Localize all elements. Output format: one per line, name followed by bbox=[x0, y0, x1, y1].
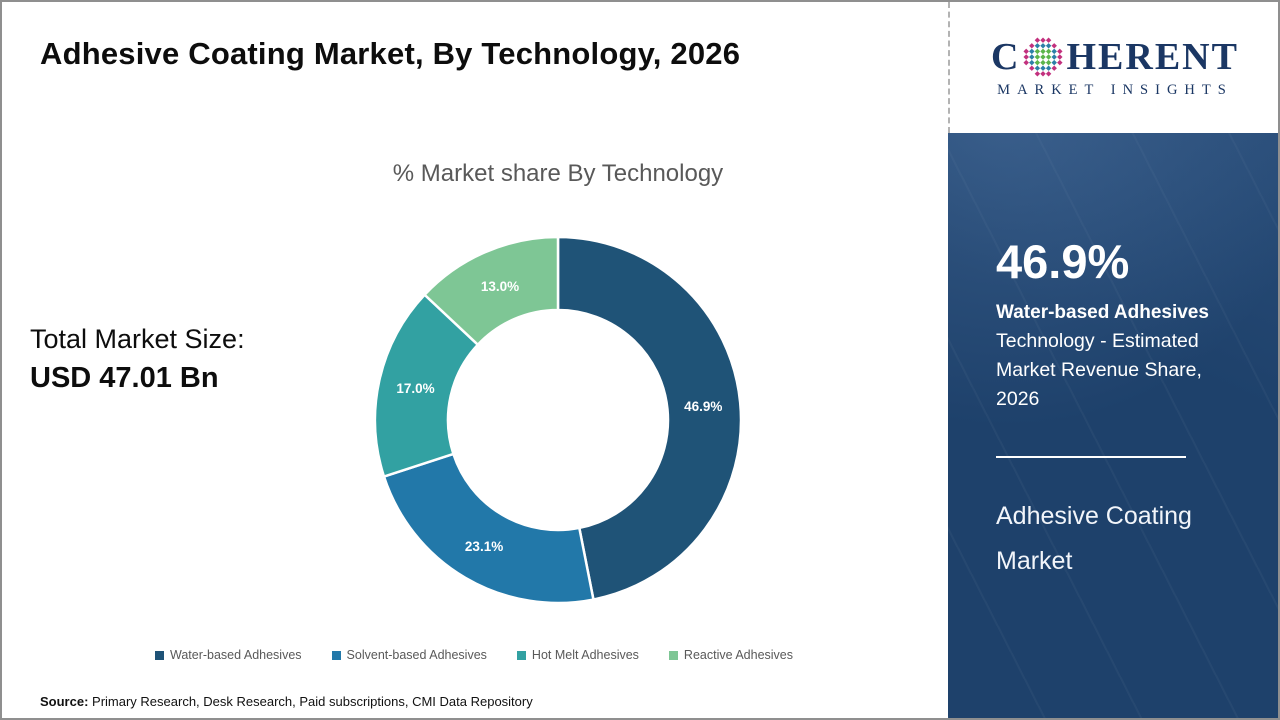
globe-dot bbox=[1029, 43, 1036, 49]
sidebar-panel: 46.9% Water-based Adhesives Technology -… bbox=[948, 133, 1278, 718]
globe-dot bbox=[1046, 43, 1052, 49]
source-label: Source: bbox=[40, 694, 89, 709]
globe-dot bbox=[1046, 71, 1052, 77]
donut-segment-2 bbox=[382, 452, 595, 605]
globe-dot bbox=[1057, 59, 1064, 66]
total-market-size: Total Market Size: USD 47.01 Bn bbox=[30, 324, 245, 395]
globe-dot bbox=[1035, 48, 1041, 55]
globe-dot bbox=[1040, 37, 1047, 43]
source-line: Source: Primary Research, Desk Research,… bbox=[40, 694, 533, 709]
globe-dot bbox=[1040, 43, 1047, 49]
globe-dot bbox=[1023, 59, 1030, 66]
sidebar-divider bbox=[996, 455, 1186, 458]
globe-dot bbox=[1051, 65, 1058, 71]
globe-dot bbox=[1046, 48, 1052, 55]
globe-dot bbox=[1051, 59, 1058, 66]
highlight-description: Technology - Estimated Market Revenue Sh… bbox=[996, 329, 1202, 410]
legend-swatch-3 bbox=[516, 650, 526, 660]
market-size-label: Total Market Size: bbox=[30, 324, 245, 354]
donut-chart-svg: 46.9% 23.1% 17.0% 13.0% bbox=[373, 235, 743, 605]
globe-dot bbox=[1040, 48, 1047, 55]
globe-dot bbox=[1035, 37, 1041, 43]
globe-dot bbox=[1029, 54, 1036, 60]
globe-dot bbox=[1046, 54, 1052, 60]
legend-swatch-1 bbox=[154, 650, 164, 660]
globe-dot bbox=[1023, 54, 1030, 60]
globe-dot bbox=[1046, 59, 1052, 66]
globe-dot bbox=[1040, 65, 1047, 71]
globe-dot bbox=[1040, 71, 1047, 77]
globe-dot bbox=[1035, 71, 1041, 77]
donut-segment-4 bbox=[423, 235, 560, 346]
globe-dot bbox=[1051, 48, 1058, 55]
globe-dot bbox=[1035, 65, 1041, 71]
logo-letter-c: C bbox=[991, 36, 1021, 78]
logo-subtitle: MARKET INSIGHTS bbox=[997, 82, 1233, 98]
globe-dot bbox=[1057, 54, 1064, 60]
globe-icon bbox=[1023, 37, 1064, 77]
legend-item-3: Hot Melt Adhesives bbox=[516, 648, 639, 662]
donut-data-label-2: 23.1% bbox=[465, 539, 503, 554]
legend-label-2: Solvent-based Adhesives bbox=[346, 648, 487, 662]
globe-dot bbox=[1029, 65, 1036, 71]
globe-dot bbox=[1040, 59, 1047, 66]
highlight-label: Water-based Adhesives bbox=[996, 302, 1209, 324]
globe-dot bbox=[1023, 48, 1030, 55]
cmi-logo: C HERENT MARKET INSIGHTS bbox=[948, 2, 1278, 133]
globe-dot bbox=[1040, 54, 1047, 60]
donut-segment-1 bbox=[556, 235, 743, 601]
globe-dot bbox=[1046, 65, 1052, 71]
chart-title: % Market share By Technology bbox=[392, 160, 724, 187]
globe-dot bbox=[1057, 48, 1064, 55]
donut-data-label-1: 46.9% bbox=[684, 399, 722, 414]
donut-chart: 46.9% 23.1% 17.0% 13.0% bbox=[348, 208, 768, 628]
legend-swatch-2 bbox=[331, 650, 341, 660]
legend-swatch-4 bbox=[668, 650, 678, 660]
market-size-value: USD 47.01 Bn bbox=[30, 362, 219, 394]
globe-dot bbox=[1051, 43, 1058, 49]
legend-item-2: Solvent-based Adhesives bbox=[331, 648, 487, 662]
sidebar-market-title: Adhesive Coating Market bbox=[996, 501, 1192, 575]
highlight-value: 46.9% bbox=[996, 235, 1130, 288]
legend-label-4: Reactive Adhesives bbox=[683, 648, 794, 662]
globe-dot bbox=[1035, 59, 1041, 66]
donut-data-label-3: 17.0% bbox=[396, 381, 434, 396]
globe-dot bbox=[1035, 43, 1041, 49]
globe-dot bbox=[1029, 59, 1036, 66]
donut-data-label-4: 13.0% bbox=[481, 279, 519, 294]
globe-dot bbox=[1046, 37, 1052, 43]
globe-dot bbox=[1029, 48, 1036, 55]
legend-label-3: Hot Melt Adhesives bbox=[531, 648, 639, 662]
logo-wordmark: C HERENT bbox=[991, 36, 1239, 78]
chart-legend: Water-based Adhesives Solvent-based Adhes… bbox=[2, 648, 946, 662]
page-title: Adhesive Coating Market, By Technology, … bbox=[40, 36, 741, 71]
logo-letters-herent: HERENT bbox=[1066, 36, 1239, 78]
legend-item-1: Water-based Adhesives bbox=[154, 648, 302, 662]
globe-dot bbox=[1035, 54, 1041, 60]
globe-dot bbox=[1051, 54, 1058, 60]
source-text: Primary Research, Desk Research, Paid su… bbox=[88, 694, 533, 709]
legend-item-4: Reactive Adhesives bbox=[668, 648, 794, 662]
legend-label-1: Water-based Adhesives bbox=[169, 648, 302, 662]
